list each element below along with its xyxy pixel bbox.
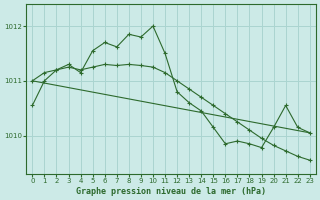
X-axis label: Graphe pression niveau de la mer (hPa): Graphe pression niveau de la mer (hPa)	[76, 187, 266, 196]
